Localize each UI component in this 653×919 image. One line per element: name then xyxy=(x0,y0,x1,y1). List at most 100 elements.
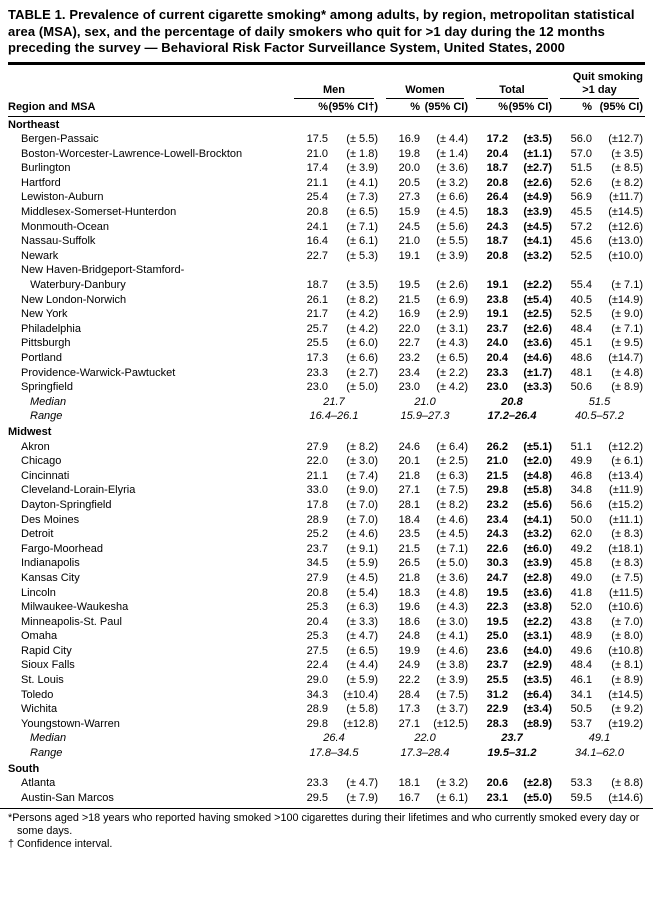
footnote-confidence-interval: † Confidence interval. xyxy=(8,838,113,851)
value-cell: 23.1 xyxy=(486,791,508,804)
value-cell: (±2.6) xyxy=(523,176,552,189)
group-top-spacer xyxy=(470,71,554,84)
msa-row: Omaha 25.3 (± 4.7) 24.8 (± 4.1) 25.0 (±3.1) 48.… xyxy=(8,629,645,644)
value-cell: (± 5.0) xyxy=(346,381,378,394)
msa-name-cell: Burlington xyxy=(21,162,71,175)
value-cell: (± 6.1) xyxy=(436,791,468,804)
value-cell: (± 4.4) xyxy=(436,133,468,146)
value-cell: 57.0 xyxy=(570,147,592,160)
value-cell: (± 4.1) xyxy=(346,176,378,189)
range-value: 40.5–57.2 xyxy=(575,410,624,423)
value-cell: 23.7 xyxy=(306,542,328,555)
msa-row: Akron 27.9 (± 8.2) 24.6 (± 6.4) 26.2 (±5.1) 51.… xyxy=(8,440,645,455)
value-cell: (± 3.6) xyxy=(436,571,468,584)
value-cell: 19.1 xyxy=(486,308,508,321)
value-cell: (± 3.2) xyxy=(436,777,468,790)
value-cell: (±12.5) xyxy=(433,717,468,730)
msa-name-cell: Dayton-Springfield xyxy=(21,498,112,511)
msa-row: Wichita 28.9 (± 5.8) 17.3 (± 3.7) 22.9 (±3.4) 5… xyxy=(8,702,645,717)
msa-name-cell: Bergen-Passaic xyxy=(21,133,99,146)
median-label: Median xyxy=(30,732,67,745)
value-cell: (±5.6) xyxy=(523,498,552,511)
region-and-msa-header: Region and MSA xyxy=(8,98,288,117)
men-group-header: Men xyxy=(288,71,380,99)
value-cell: (±11.5) xyxy=(609,586,643,599)
value-cell: 45.5 xyxy=(570,206,592,219)
value-cell: (±3.6) xyxy=(523,586,552,599)
value-cell: (±11.9) xyxy=(609,484,643,497)
msa-row: Rapid City 27.5 (± 6.5) 19.9 (± 4.6) 23.6 (±4.… xyxy=(8,644,645,659)
msa-row: Burlington 17.4 (± 3.9) 20.0 (± 3.6) 18.7 (±2.… xyxy=(8,161,645,176)
value-cell: (± 8.9) xyxy=(611,381,643,394)
msa-name-cell: Milwaukee-Waukesha xyxy=(21,601,129,614)
value-cell: 52.5 xyxy=(570,308,592,321)
value-cell: 18.3 xyxy=(486,206,508,219)
value-cell: 52.6 xyxy=(570,176,592,189)
value-cell: (±2.2) xyxy=(523,279,552,292)
msa-name-cell: Atlanta xyxy=(21,777,56,790)
value-cell: (±2.5) xyxy=(523,308,552,321)
value-cell: 20.4 xyxy=(486,147,508,160)
value-cell: (± 6.1) xyxy=(611,455,643,468)
value-cell: (±4.8) xyxy=(523,469,552,482)
value-cell: 22.2 xyxy=(398,674,420,687)
value-cell: 21.5 xyxy=(486,469,508,482)
total-group-header: Total xyxy=(470,71,554,99)
value-cell: (± 6.1) xyxy=(346,235,378,248)
table-title: TABLE 1. Prevalence of current cigarette… xyxy=(8,7,645,65)
value-cell: (±10.4) xyxy=(343,688,378,701)
value-cell: 41.8 xyxy=(570,586,592,599)
men-pct-header: % xyxy=(288,98,328,117)
msa-row: Portland 17.3 (± 6.6) 23.2 (± 6.5) 20.4 (±4.6)… xyxy=(8,351,645,366)
msa-name-cell: Rapid City xyxy=(21,644,72,657)
value-cell: (± 8.9) xyxy=(611,674,643,687)
value-cell: 23.2 xyxy=(486,498,508,511)
value-cell: (± 2.5) xyxy=(436,455,468,468)
msa-name-cell: Cleveland-Lorain-Elyria xyxy=(21,484,136,497)
value-cell: 24.1 xyxy=(306,220,328,233)
median-row: Median 26.4 22.0 23.7 49.1 xyxy=(8,731,645,746)
total-group-label: Total xyxy=(476,84,548,99)
msa-name-cell: Pittsburgh xyxy=(21,337,71,350)
value-cell: 26.2 xyxy=(486,440,508,453)
range-value: 19.5–31.2 xyxy=(487,747,537,760)
msa-row: Milwaukee-Waukesha 25.3 (± 6.3) 19.6 (± 4.3)… xyxy=(8,600,645,615)
value-cell: (±3.2) xyxy=(523,249,552,262)
value-cell: 16.9 xyxy=(398,308,420,321)
value-cell: (± 3.9) xyxy=(436,249,468,262)
quit-smoking-group-header: Quit smoking >1 day xyxy=(554,71,645,99)
value-cell: (± 6.6) xyxy=(436,191,468,204)
value-cell: 29.5 xyxy=(306,791,328,804)
value-cell: 17.2 xyxy=(486,133,508,146)
msa-row: Dayton-Springfield 17.8 (± 7.0) 28.1 (± 8.2)… xyxy=(8,498,645,513)
value-cell: (± 7.1) xyxy=(346,220,378,233)
region-name: Midwest xyxy=(8,425,52,438)
value-cell: (± 3.0) xyxy=(436,615,468,628)
value-cell: (±11.1) xyxy=(609,513,643,526)
value-cell: 20.6 xyxy=(486,777,508,790)
value-cell: (±14.5) xyxy=(608,688,643,701)
value-cell: (±12.6) xyxy=(608,220,643,233)
median-value: 20.8 xyxy=(501,395,523,408)
msa-name-cell: Fargo-Moorhead xyxy=(21,542,103,555)
value-cell: (± 7.0) xyxy=(346,513,378,526)
value-cell: 17.3 xyxy=(398,703,420,716)
value-cell: 24.6 xyxy=(398,440,420,453)
value-cell: (±5.4) xyxy=(523,293,552,306)
value-cell: (± 3.5) xyxy=(346,279,378,292)
value-cell: 23.3 xyxy=(486,366,508,379)
women-group-header: Women xyxy=(380,71,470,99)
msa-row: New York 21.7 (± 4.2) 16.9 (± 2.9) 19.1 (±2.5)… xyxy=(8,307,645,322)
value-cell: (± 4.1) xyxy=(436,630,468,643)
value-cell: 22.6 xyxy=(486,542,508,555)
table-page: TABLE 1. Prevalence of current cigarette… xyxy=(8,7,645,804)
value-cell: (± 6.5) xyxy=(346,644,378,657)
value-cell: (± 5.6) xyxy=(436,220,468,233)
value-cell: 23.6 xyxy=(486,644,508,657)
value-cell: (± 5.9) xyxy=(346,674,378,687)
msa-name-cell: Newark xyxy=(21,249,59,262)
msa-name-cell: Chicago xyxy=(21,455,62,468)
value-cell: (± 9.5) xyxy=(611,337,643,350)
region-header-row: Midwest xyxy=(8,424,645,440)
value-cell: 59.5 xyxy=(570,791,592,804)
